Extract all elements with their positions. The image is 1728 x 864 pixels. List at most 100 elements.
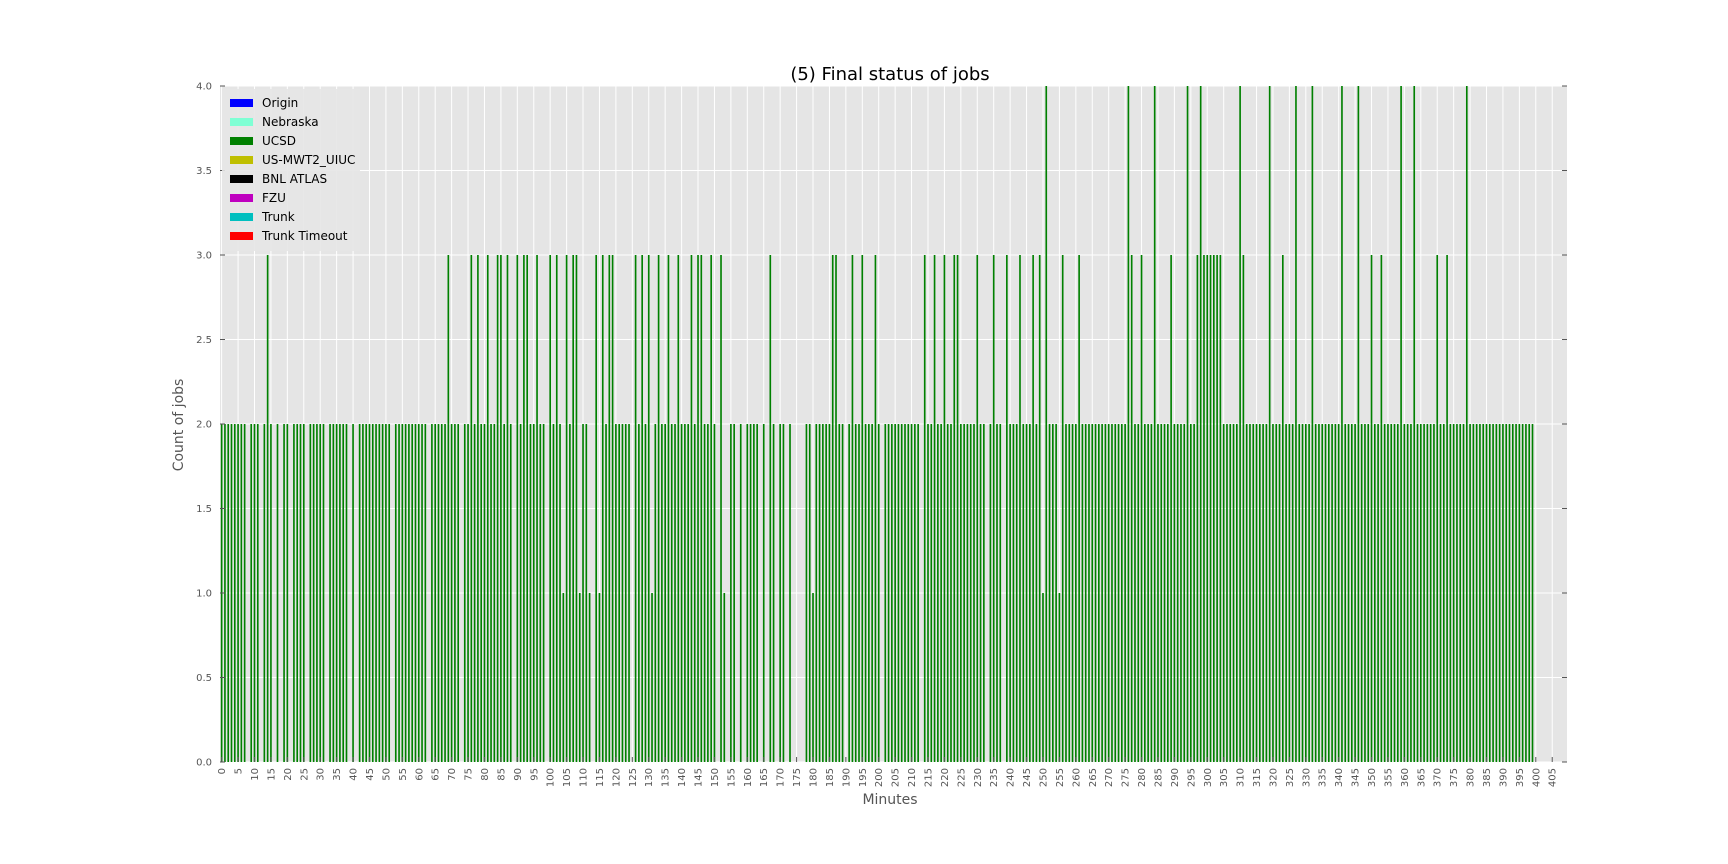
bar <box>621 424 624 762</box>
bar <box>424 424 427 762</box>
x-tick-label: 235 <box>989 768 1000 787</box>
bar <box>1107 424 1110 762</box>
bar <box>345 424 348 762</box>
bar <box>1518 424 1521 762</box>
bar <box>1081 424 1084 762</box>
bar <box>1321 424 1324 762</box>
bar <box>529 424 532 762</box>
bar <box>250 424 253 762</box>
legend-label: BNL ATLAS <box>262 171 328 186</box>
bar <box>641 255 643 762</box>
bar <box>342 424 345 762</box>
bar <box>1022 424 1025 762</box>
legend-item: Nebraska <box>230 112 319 131</box>
bar <box>1239 86 1241 762</box>
x-tick-label: 200 <box>874 768 885 787</box>
bar <box>710 255 712 762</box>
bar <box>1426 424 1429 762</box>
bar <box>1272 424 1274 762</box>
legend-swatch-nebraska <box>230 117 253 126</box>
bar <box>634 255 637 762</box>
bar <box>1038 255 1041 762</box>
bar <box>1203 255 1205 762</box>
x-tick-label: 220 <box>940 768 951 787</box>
bar <box>575 255 578 762</box>
bar <box>601 255 604 762</box>
x-tick-label: 375 <box>1449 768 1460 787</box>
bar <box>401 424 404 762</box>
bar <box>299 424 302 762</box>
bar <box>1157 424 1159 762</box>
bar <box>1364 424 1366 762</box>
bar <box>539 424 542 762</box>
bar <box>1324 424 1327 762</box>
x-tick-label: 335 <box>1318 768 1329 787</box>
bar <box>1117 424 1120 762</box>
x-tick-label: 20 <box>283 768 294 781</box>
bar <box>394 424 397 762</box>
x-tick-label: 135 <box>661 768 672 787</box>
bar <box>674 424 676 762</box>
bar <box>1252 424 1255 762</box>
bar <box>365 424 368 762</box>
bar <box>549 255 552 762</box>
bar <box>937 424 939 762</box>
bar <box>1354 424 1356 762</box>
x-tick-label: 360 <box>1400 768 1411 787</box>
bar <box>1525 424 1527 762</box>
bar <box>1278 424 1281 762</box>
bar <box>1295 86 1297 762</box>
bar <box>1413 86 1416 762</box>
x-tick-label: 190 <box>841 768 852 787</box>
legend-swatch-trunk <box>230 212 253 221</box>
bar <box>927 424 929 762</box>
bar <box>319 424 322 762</box>
bar <box>1213 255 1215 762</box>
y-tick-label: 0.5 <box>196 673 212 684</box>
x-tick-label: 285 <box>1153 768 1164 787</box>
bar <box>1262 424 1264 762</box>
bar <box>1347 424 1350 762</box>
x-axis-label: Minutes <box>862 792 917 808</box>
bar <box>667 255 670 762</box>
bar <box>789 424 791 762</box>
bar <box>480 424 483 762</box>
bar <box>749 424 752 762</box>
bar <box>884 424 887 762</box>
bar <box>503 424 506 762</box>
bar <box>864 424 867 762</box>
bar <box>578 593 581 762</box>
bar <box>1370 255 1373 762</box>
bar <box>1104 424 1107 762</box>
bar <box>848 424 850 762</box>
bar <box>1285 424 1287 762</box>
bar <box>838 424 841 762</box>
bar <box>887 424 890 762</box>
bar <box>1505 424 1508 762</box>
bar <box>1485 424 1488 762</box>
bar <box>490 424 492 762</box>
bar <box>335 424 338 762</box>
bar <box>687 424 689 762</box>
bar <box>1331 424 1333 762</box>
x-tick-label: 150 <box>710 768 721 787</box>
bar <box>1456 424 1458 762</box>
bar <box>647 255 650 762</box>
y-tick-label: 2.5 <box>196 335 212 346</box>
bar <box>1446 255 1448 762</box>
bar <box>733 424 735 762</box>
x-tick-label: 35 <box>332 768 343 781</box>
bar <box>309 424 312 762</box>
bar <box>1101 424 1103 762</box>
y-axis-label: Count of jobs <box>171 379 187 472</box>
bar <box>1045 86 1048 762</box>
bar <box>877 424 880 762</box>
bar <box>1226 424 1228 762</box>
bar <box>1153 86 1156 762</box>
bar <box>1416 424 1419 762</box>
bar <box>1357 86 1360 762</box>
x-tick-label: 45 <box>365 768 376 781</box>
x-tick-label: 0 <box>217 768 228 774</box>
y-tick-label: 4.0 <box>196 82 212 93</box>
